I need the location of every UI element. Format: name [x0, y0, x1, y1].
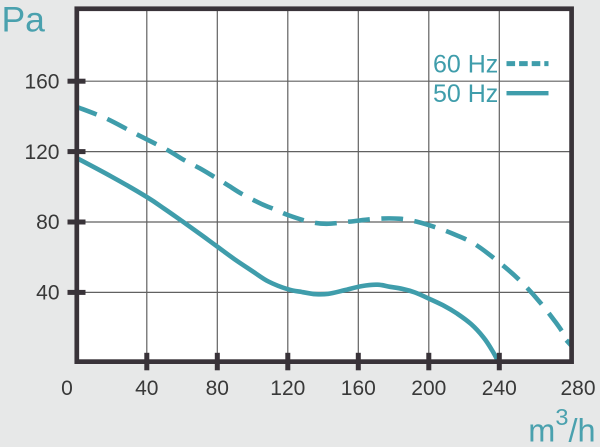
svg-text:40: 40: [36, 282, 59, 305]
svg-text:120: 120: [24, 141, 59, 164]
svg-text:200: 200: [411, 377, 446, 400]
svg-text:120: 120: [270, 377, 305, 400]
svg-text:50 Hz: 50 Hz: [433, 80, 498, 108]
svg-text:80: 80: [206, 377, 229, 400]
svg-text:240: 240: [482, 377, 517, 400]
svg-text:160: 160: [341, 377, 376, 400]
svg-text:60 Hz: 60 Hz: [433, 50, 498, 78]
svg-text:160: 160: [24, 70, 59, 93]
svg-text:m3/h: m3/h: [528, 404, 595, 447]
svg-text:40: 40: [135, 377, 158, 400]
svg-text:Pa: Pa: [2, 0, 46, 40]
svg-text:80: 80: [36, 211, 59, 234]
svg-text:280: 280: [560, 377, 595, 400]
svg-text:0: 0: [61, 377, 73, 400]
